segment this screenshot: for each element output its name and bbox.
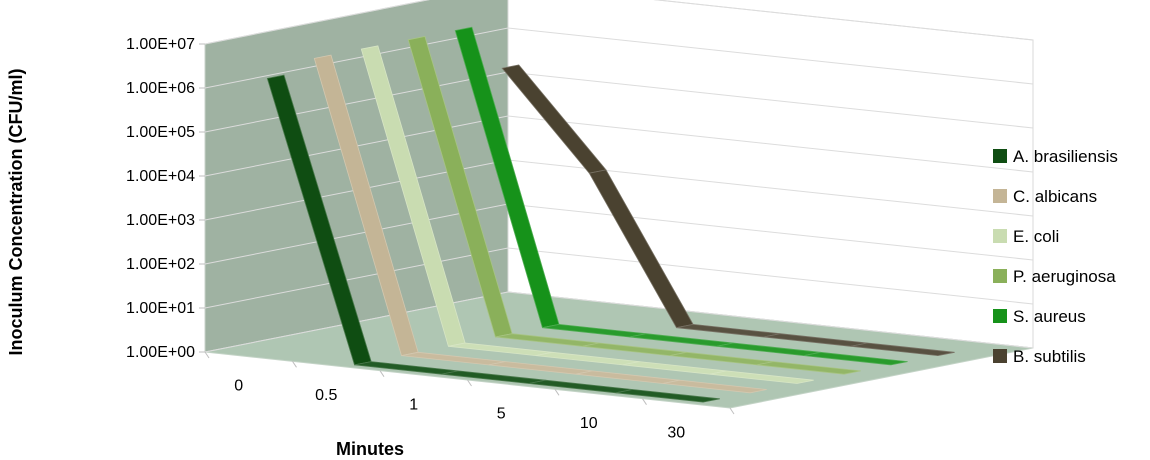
x-tick-label: 0 bbox=[234, 378, 243, 395]
legend-swatch bbox=[993, 309, 1007, 323]
x-tick-mark bbox=[204, 351, 210, 359]
x-axis-title: Minutes bbox=[336, 439, 404, 459]
legend-swatch bbox=[993, 269, 1007, 283]
x-tick-label: 1 bbox=[409, 396, 418, 413]
legend-label: C. albicans bbox=[1013, 187, 1097, 206]
legend: A. brasiliensis C. albicans E. coli P. aeru… bbox=[993, 147, 1118, 366]
y-tick-label: 1.00E+03 bbox=[126, 212, 195, 229]
y-tick-label: 1.00E+02 bbox=[126, 256, 195, 273]
ribbon-segment bbox=[850, 342, 955, 357]
legend-swatch bbox=[993, 229, 1007, 243]
x-tick-mark bbox=[642, 398, 647, 405]
x-tick-label: 30 bbox=[667, 424, 685, 441]
ribbon-segment bbox=[709, 370, 814, 384]
legend-swatch bbox=[993, 189, 1007, 203]
y-axis-ticks: 1.00E+00 1.00E+01 1.00E+02 1.00E+03 1.00E+04… bbox=[126, 36, 205, 361]
legend-swatch bbox=[993, 149, 1007, 163]
series-c-albicans bbox=[313, 54, 767, 394]
ribbon-segment bbox=[615, 389, 720, 403]
gridline bbox=[204, 0, 1034, 45]
x-tick-mark bbox=[554, 389, 560, 396]
legend-label: S. aureus bbox=[1013, 307, 1086, 326]
y-tick-label: 1.00E+06 bbox=[126, 80, 195, 97]
gridline bbox=[204, 247, 1034, 309]
y-tick-label: 1.00E+00 bbox=[126, 344, 195, 361]
x-tick-mark bbox=[467, 379, 472, 387]
x-axis-ticks: 0 0.5 1 5 10 30 bbox=[204, 351, 735, 441]
x-tick-mark bbox=[292, 361, 297, 368]
y-axis-title: Inoculum Concentration (CFU/ml) bbox=[6, 69, 26, 356]
ribbon-segment bbox=[662, 379, 767, 394]
series-e-coli bbox=[360, 45, 814, 384]
ribbon-segment bbox=[803, 351, 908, 366]
legend-swatch bbox=[993, 349, 1007, 363]
legend-label: P. aeruginosa bbox=[1013, 267, 1116, 286]
x-tick-label: 5 bbox=[497, 406, 506, 423]
x-tick-label: 0.5 bbox=[315, 387, 337, 404]
x-tick-mark bbox=[379, 370, 385, 377]
y-tick-label: 1.00E+01 bbox=[126, 300, 195, 317]
ribbon-segment bbox=[756, 361, 861, 375]
y-tick-label: 1.00E+07 bbox=[126, 36, 195, 53]
legend-label: B. subtilis bbox=[1013, 347, 1086, 366]
series-a-brasiliensis bbox=[266, 74, 720, 403]
series-p-aeruginosa bbox=[407, 36, 861, 375]
series-b-subtilis bbox=[501, 64, 955, 357]
x-tick-mark bbox=[729, 407, 735, 415]
y-tick-label: 1.00E+05 bbox=[126, 124, 195, 141]
x-tick-label: 10 bbox=[580, 415, 598, 432]
series-ribbons bbox=[266, 26, 955, 403]
series-s-aureus bbox=[454, 26, 908, 366]
y-tick-label: 1.00E+04 bbox=[126, 168, 195, 185]
gridline bbox=[204, 27, 1034, 89]
legend-label: E. coli bbox=[1013, 227, 1059, 246]
gridline bbox=[204, 291, 1034, 353]
legend-label: A. brasiliensis bbox=[1013, 147, 1118, 166]
